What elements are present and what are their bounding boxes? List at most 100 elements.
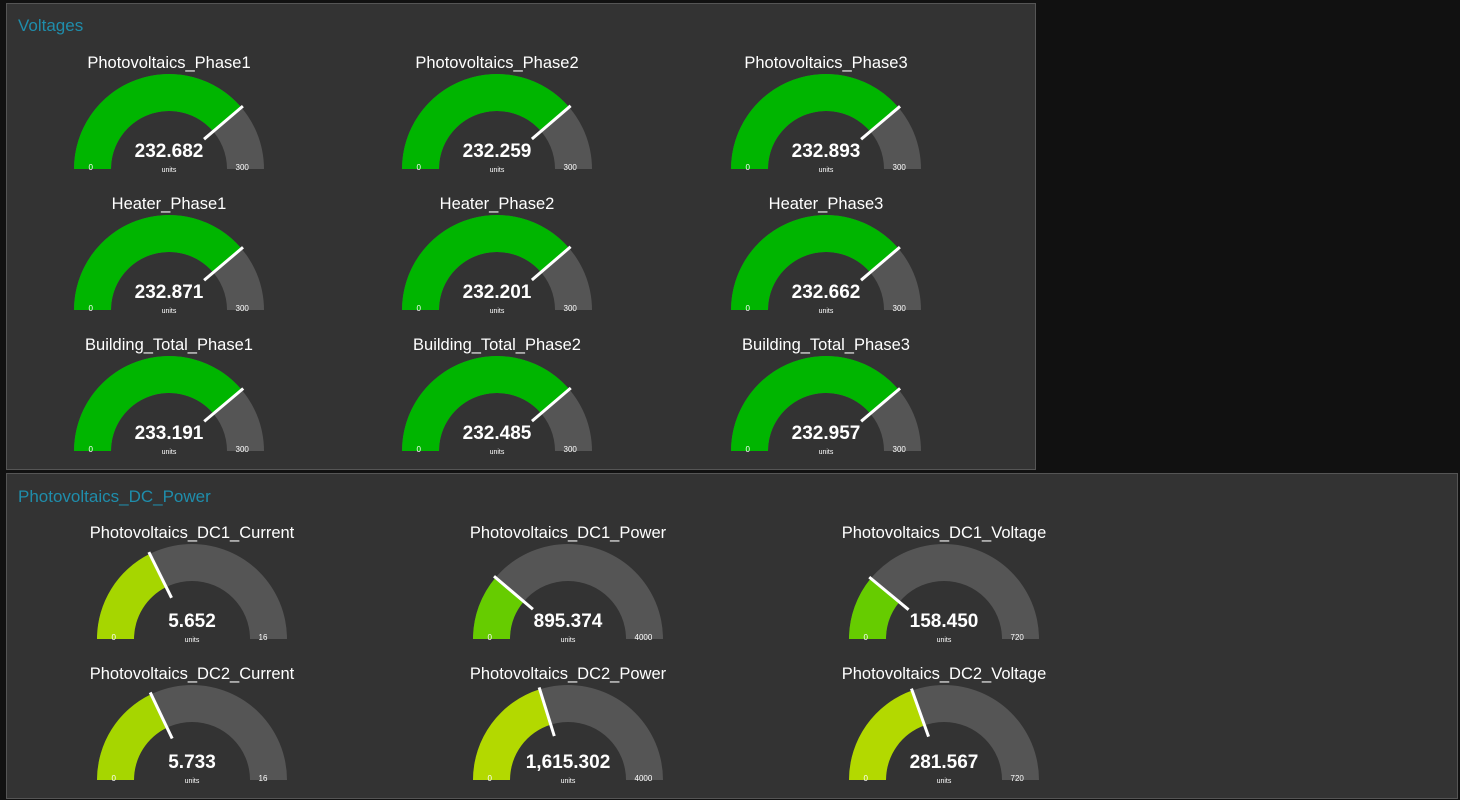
gauge-value: 1,615.302 — [525, 752, 611, 773]
gauge-value: 281.567 — [909, 752, 979, 773]
gauge-max-label: 16 — [258, 633, 268, 642]
gauge-dial — [473, 685, 663, 780]
gauge-min-label: 0 — [745, 163, 750, 172]
gauge-value: 5.652 — [168, 611, 216, 632]
gauge-needle — [530, 386, 572, 423]
gauge-title: Heater_Phase1 — [111, 195, 227, 213]
gauge-needle — [860, 245, 901, 282]
panel-title: Voltages — [18, 16, 84, 35]
gauge-dial — [731, 215, 921, 310]
gauge-title: Photovoltaics_DC2_Voltage — [841, 665, 1047, 683]
gauge-heater-phase2: Heater_Phase2 232.201 units 0 300 — [367, 195, 627, 330]
gauge-photovoltaics-phase1: Photovoltaics_Phase1 232.682 units 0 300 — [39, 54, 299, 189]
gauge-photovoltaics-phase3: Photovoltaics_Phase3 232.893 units 0 300 — [696, 54, 956, 189]
gauge-needle — [148, 691, 174, 740]
gauge-units: units — [560, 778, 576, 785]
gauge-photovoltaics-phase2: Photovoltaics_Phase2 232.259 units 0 300 — [367, 54, 627, 189]
gauge-units: units — [184, 637, 200, 644]
gauge-fill — [402, 215, 570, 310]
gauge-value: 232.259 — [462, 141, 532, 162]
gauge-min-label: 0 — [88, 304, 93, 313]
gauge-value: 232.871 — [134, 282, 204, 303]
gauge-max-label: 300 — [563, 163, 577, 172]
gauge-min-label: 0 — [416, 163, 421, 172]
gauge-dial — [402, 73, 592, 169]
gauge-min-label: 0 — [745, 445, 750, 454]
gauge-fill — [849, 578, 900, 639]
gauge-photovoltaics-dc1-current: Photovoltaics_DC1_Current 5.652 units 0 16 — [62, 524, 322, 659]
gauge-track — [473, 544, 663, 639]
gauge-needle — [203, 105, 244, 141]
gauge-min-label: 0 — [863, 633, 868, 642]
gauge-title: Building_Total_Phase2 — [413, 336, 581, 354]
gauge-units: units — [161, 308, 177, 315]
gauge-units: units — [818, 308, 834, 315]
gauge-needle — [860, 105, 901, 141]
gauge-fill — [97, 694, 168, 780]
gauge-title: Photovoltaics_Phase3 — [744, 54, 908, 72]
gauge-needle — [537, 686, 556, 737]
gauge-max-label: 720 — [1010, 774, 1024, 783]
gauge-dial — [473, 544, 663, 639]
gauge-min-label: 0 — [111, 774, 116, 783]
gauge-dial — [731, 74, 921, 169]
gauge-needle — [203, 246, 244, 282]
gauge-building-total-phase2: Building_Total_Phase2 232.485 units 0 300 — [367, 336, 627, 471]
gauge-value: 232.485 — [462, 423, 532, 444]
gauge-value: 233.191 — [134, 423, 204, 444]
gauge-fill — [74, 215, 242, 310]
gauge-dial — [74, 356, 264, 451]
gauge-title: Photovoltaics_Phase1 — [87, 54, 251, 72]
gauge-fill — [473, 689, 551, 780]
gauge-value: 232.201 — [462, 282, 532, 303]
gauge-max-label: 300 — [563, 304, 577, 313]
gauge-dial — [74, 73, 264, 169]
gauge-min-label: 0 — [416, 304, 421, 313]
gauge-title: Photovoltaics_DC1_Current — [89, 524, 295, 542]
gauge-fill — [97, 553, 167, 639]
gauge-max-label: 300 — [235, 304, 249, 313]
gauge-units: units — [560, 637, 576, 644]
gauge-max-label: 16 — [258, 774, 268, 783]
gauge-units: units — [489, 308, 505, 315]
gauge-fill — [731, 74, 899, 169]
gauge-needle — [868, 575, 910, 611]
gauge-photovoltaics-dc1-voltage: Photovoltaics_DC1_Voltage 158.450 units 0 72… — [814, 524, 1074, 659]
gauge-min-label: 0 — [111, 633, 116, 642]
gauge-dial — [402, 356, 592, 451]
gauge-max-label: 300 — [892, 304, 906, 313]
gauge-photovoltaics-dc1-power: Photovoltaics_DC1_Power 895.374 units 0 4000 — [438, 524, 698, 659]
gauge-title: Photovoltaics_Phase2 — [415, 54, 579, 72]
gauge-min-label: 0 — [863, 774, 868, 783]
gauge-building-total-phase3: Building_Total_Phase3 232.957 units 0 300 — [696, 336, 956, 471]
gauge-heater-phase1: Heater_Phase1 232.871 units 0 300 — [39, 195, 299, 330]
gauge-max-label: 300 — [892, 163, 906, 172]
gauge-needle — [530, 104, 572, 141]
gauge-max-label: 4000 — [634, 633, 653, 642]
gauge-value: 895.374 — [533, 611, 603, 632]
gauge-title: Building_Total_Phase3 — [742, 336, 910, 354]
gauge-value: 232.957 — [791, 423, 861, 444]
gauge-dial — [731, 356, 921, 451]
gauge-needle — [203, 387, 245, 423]
gauge-photovoltaics-dc2-current: Photovoltaics_DC2_Current 5.733 units 0 16 — [62, 665, 322, 800]
gauge-needle — [530, 245, 572, 282]
voltages-panel: Voltages Photovoltaics_Phase1 232.682 unit… — [6, 3, 1036, 470]
gauge-fill — [849, 690, 925, 780]
gauge-value: 5.733 — [168, 752, 216, 773]
gauge-track — [849, 544, 1039, 639]
gauge-fill — [74, 356, 242, 451]
gauge-title: Building_Total_Phase1 — [85, 336, 253, 354]
gauge-dial — [402, 215, 592, 310]
gauge-value: 158.450 — [909, 611, 979, 632]
gauge-needle — [493, 575, 534, 611]
gauge-building-total-phase1: Building_Total_Phase1 233.191 units 0 300 — [39, 336, 299, 471]
gauge-units: units — [818, 449, 834, 456]
gauge-title: Photovoltaics_DC2_Current — [89, 665, 295, 683]
gauge-dial — [849, 685, 1039, 780]
gauge-title: Heater_Phase2 — [439, 195, 555, 213]
gauge-min-label: 0 — [487, 774, 492, 783]
gauge-units: units — [161, 449, 177, 456]
gauge-units: units — [184, 778, 200, 785]
gauge-fill — [731, 215, 899, 310]
